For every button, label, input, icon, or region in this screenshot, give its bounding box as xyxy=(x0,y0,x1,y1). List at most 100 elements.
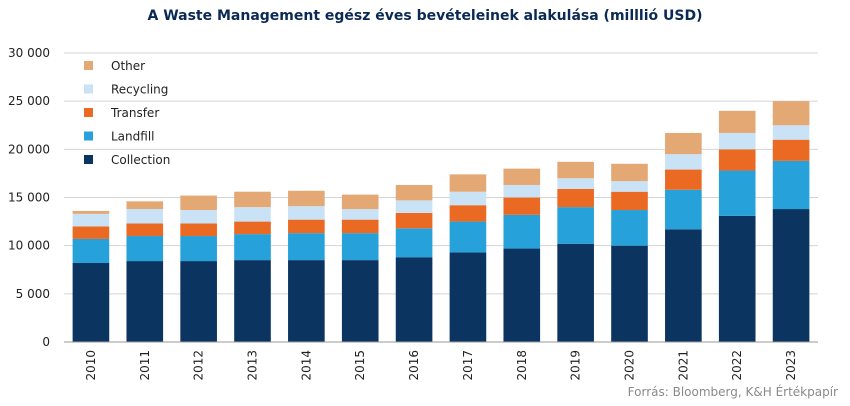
bar-segment-transfer xyxy=(503,197,541,215)
bar-segment-transfer xyxy=(341,219,379,234)
legend-label: Collection xyxy=(111,153,170,167)
bar-segment-landfill xyxy=(557,207,594,244)
bar-segment-transfer xyxy=(395,212,433,229)
bar-segment-transfer xyxy=(180,223,217,237)
x-tick-label: 2017 xyxy=(461,350,475,381)
bar-segment-recycling xyxy=(503,184,541,198)
bar-segment-collection xyxy=(718,215,756,342)
bar-segment-recycling xyxy=(72,213,110,227)
bar-segment-recycling xyxy=(126,209,164,224)
legend-item-other: Other xyxy=(84,59,145,73)
bar-segment-collection xyxy=(395,257,433,342)
x-tick-label: 2015 xyxy=(353,350,367,381)
y-tick-label: 5 000 xyxy=(16,287,50,301)
bar-stack xyxy=(557,161,594,342)
bar-segment-collection xyxy=(180,261,217,342)
bar-stack xyxy=(772,101,810,342)
bar-stack xyxy=(234,191,271,342)
bar-segment-transfer xyxy=(718,149,756,171)
legend-item-collection: Collection xyxy=(84,153,170,167)
x-tick-label: 2011 xyxy=(138,350,152,381)
bar-segment-transfer xyxy=(772,139,810,161)
legend-item-transfer: Transfer xyxy=(84,106,159,120)
x-tick-label: 2012 xyxy=(192,350,206,381)
bar-stack xyxy=(126,201,164,342)
legend-swatch xyxy=(84,84,93,94)
bar-segment-recycling xyxy=(395,200,433,213)
bar-stack xyxy=(611,163,648,342)
bar-segment-collection xyxy=(126,261,164,342)
bar-segment-other xyxy=(234,191,271,208)
legend-swatch xyxy=(84,108,93,117)
bar-stack xyxy=(503,168,541,342)
x-tick-label: 2018 xyxy=(515,350,529,381)
bar-stack xyxy=(72,210,110,342)
bar-segment-other xyxy=(341,194,379,210)
x-tick-label: 2014 xyxy=(299,350,313,381)
y-axis-ticks: 0 5 000 10 000 15 000 20 000 25 000 30 000 xyxy=(8,46,50,349)
bar-segment-other xyxy=(611,163,648,182)
bar-segment-landfill xyxy=(72,238,110,264)
bar-segment-other xyxy=(665,132,702,155)
legend-label: Transfer xyxy=(110,106,159,120)
x-tick-label: 2020 xyxy=(623,350,637,381)
bar-segment-landfill xyxy=(718,170,756,216)
bar-segment-transfer xyxy=(234,221,271,235)
bar-segment-landfill xyxy=(772,160,810,210)
bar-segment-landfill xyxy=(503,214,541,249)
bar-segment-recycling xyxy=(449,191,487,206)
bar-segment-recycling xyxy=(718,132,756,150)
bar-stack xyxy=(449,174,487,342)
bar-segment-other xyxy=(503,168,541,185)
bar-segment-collection xyxy=(503,248,541,342)
bar-segment-landfill xyxy=(611,210,648,246)
bar-segment-collection xyxy=(611,245,648,342)
bar-segment-transfer xyxy=(665,169,702,190)
y-tick-label: 30 000 xyxy=(8,46,50,60)
bar-segment-other xyxy=(395,184,433,201)
bar-segment-transfer xyxy=(557,188,594,208)
bar-segment-landfill xyxy=(449,221,487,253)
legend-label: Recycling xyxy=(111,83,168,97)
x-tick-label: 2010 xyxy=(84,350,98,381)
bar-segment-other xyxy=(449,174,487,192)
bar-segment-recycling xyxy=(341,209,379,220)
bar-segment-collection xyxy=(557,243,594,342)
x-tick-label: 2023 xyxy=(784,350,798,381)
legend-label: Landfill xyxy=(111,130,155,144)
bar-segment-transfer xyxy=(611,191,648,211)
bar-segment-collection xyxy=(234,260,271,342)
bar-segment-transfer xyxy=(72,226,110,239)
bar-stack xyxy=(180,195,217,342)
x-tick-label: 2019 xyxy=(569,350,583,381)
bar-segment-recycling xyxy=(234,207,271,222)
bar-segment-collection xyxy=(72,263,110,342)
source-note: Forrás: Bloomberg, K&H Értékpapír xyxy=(627,385,838,399)
legend: Other Recycling Transfer Landfill Collection xyxy=(84,59,170,167)
bar-segment-collection xyxy=(772,209,810,342)
bar-segment-collection xyxy=(449,252,487,342)
bar-stacks xyxy=(72,101,810,342)
y-tick-label: 10 000 xyxy=(8,239,50,253)
bar-stack xyxy=(665,132,702,342)
y-tick-label: 20 000 xyxy=(8,142,50,156)
legend-swatch xyxy=(84,131,93,141)
bar-segment-transfer xyxy=(288,219,325,234)
bar-segment-other xyxy=(772,101,810,126)
bar-stack xyxy=(288,190,325,342)
bar-segment-other xyxy=(557,161,594,179)
bar-segment-transfer xyxy=(126,223,164,237)
bar-stack xyxy=(341,194,379,342)
x-axis-ticks: 2010 2011 2012 2013 2014 2015 2016 2017 2018 2019… xyxy=(84,350,798,381)
chart-title: A Waste Management egész éves bevételein… xyxy=(147,8,703,24)
legend-swatch xyxy=(84,61,93,70)
bar-segment-other xyxy=(718,110,756,133)
legend-item-landfill: Landfill xyxy=(84,130,155,144)
bar-segment-landfill xyxy=(180,236,217,262)
bar-segment-collection xyxy=(341,260,379,342)
bar-segment-recycling xyxy=(772,125,810,140)
bar-segment-landfill xyxy=(126,236,164,262)
bar-segment-landfill xyxy=(665,189,702,230)
y-tick-label: 0 xyxy=(42,335,50,349)
